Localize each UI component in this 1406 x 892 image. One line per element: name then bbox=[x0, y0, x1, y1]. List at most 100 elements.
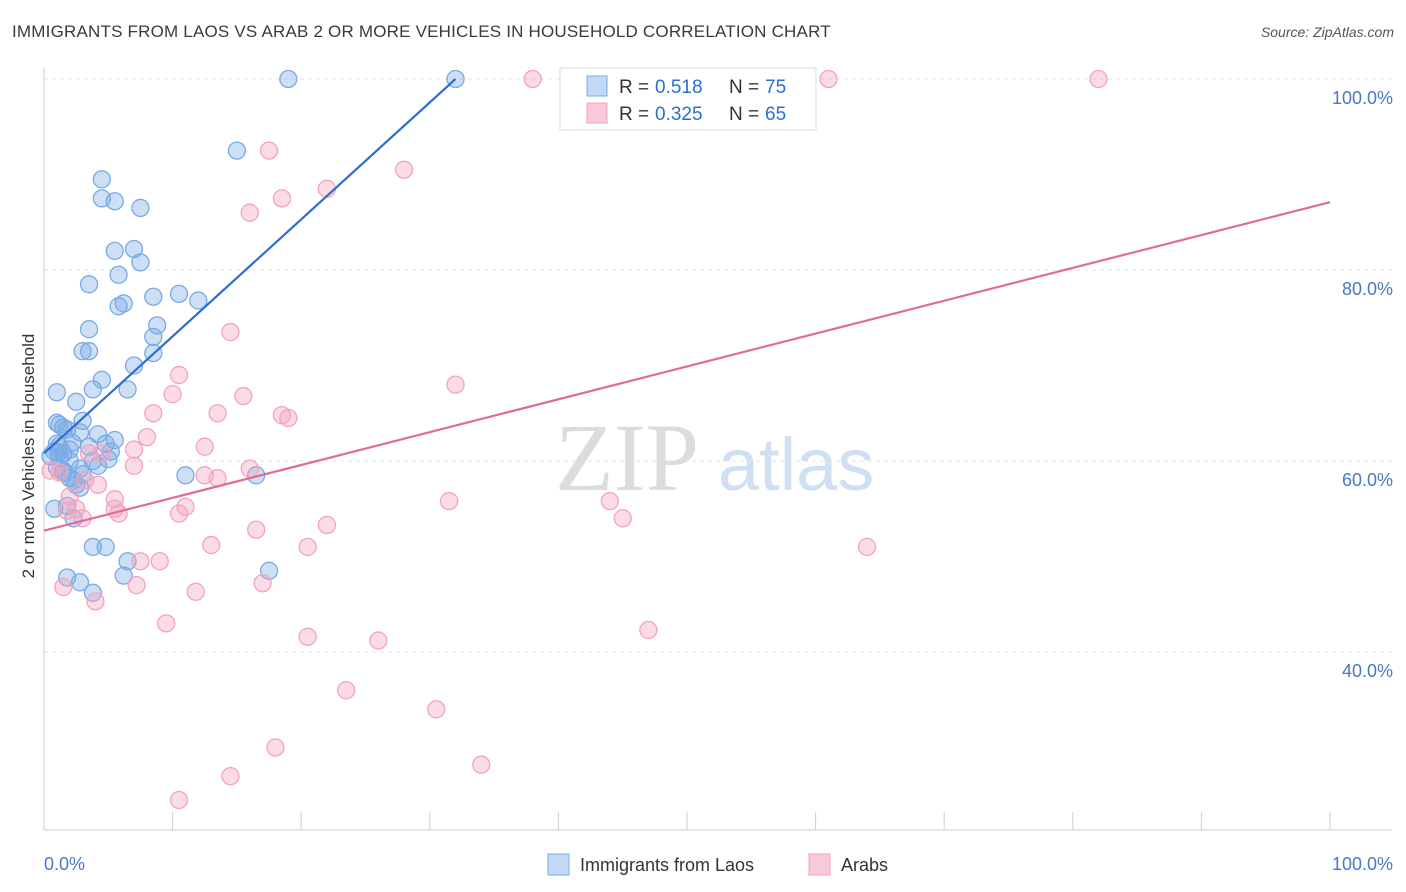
laos-point bbox=[79, 342, 99, 361]
laos-point bbox=[48, 443, 68, 462]
bottom-legend: Immigrants from Laos Arabs bbox=[547, 853, 888, 876]
laos-point bbox=[73, 342, 92, 361]
arab-point bbox=[234, 386, 253, 406]
legend-r-value-arabs: 0.325 bbox=[655, 104, 703, 125]
arab-point bbox=[221, 322, 240, 342]
tick-labels: 100.0% 80.0% 60.0% 40.0% 0.0% 100.0% bbox=[44, 88, 1393, 874]
laos-point bbox=[47, 383, 67, 402]
arab-point bbox=[1089, 69, 1108, 89]
arab-point bbox=[195, 437, 214, 456]
arab-point bbox=[150, 552, 169, 571]
arab-point bbox=[600, 491, 619, 511]
chart-title: IMMIGRANTS FROM LAOS VS ARAB 2 OR MORE V… bbox=[12, 22, 831, 41]
laos-point bbox=[109, 265, 128, 284]
arab-point bbox=[54, 577, 73, 597]
laos-point bbox=[101, 442, 121, 461]
laos-point bbox=[118, 380, 137, 399]
arab-point bbox=[337, 681, 356, 700]
grid-lines bbox=[44, 78, 1392, 653]
arab-point bbox=[298, 537, 317, 557]
legend-n-label-laos: N = bbox=[729, 77, 759, 98]
arab-point bbox=[472, 755, 491, 774]
laos-point bbox=[279, 69, 298, 89]
trend-line-arabs bbox=[43, 201, 1331, 532]
trend-line-laos bbox=[43, 78, 457, 455]
arab-point bbox=[186, 582, 205, 601]
legend-r-value-laos: 0.518 bbox=[655, 77, 703, 98]
arab-point bbox=[446, 375, 465, 394]
y-tick-label: 100.0% bbox=[1332, 88, 1393, 108]
laos-point bbox=[67, 392, 86, 411]
arab-point bbox=[639, 620, 658, 640]
arab-point bbox=[272, 189, 292, 208]
arab-point bbox=[163, 384, 182, 404]
arab-point bbox=[92, 444, 112, 463]
arab-point bbox=[221, 767, 240, 786]
arab-point bbox=[247, 520, 266, 539]
legend-swatch-arabs bbox=[586, 102, 608, 124]
arab-point bbox=[279, 408, 298, 428]
laos-point bbox=[118, 552, 137, 571]
arab-point bbox=[857, 537, 877, 557]
legend-n-label-arabs: N = bbox=[729, 104, 759, 125]
arab-point bbox=[41, 461, 60, 480]
x-tick-label: 100.0% bbox=[1332, 854, 1393, 874]
laos-point bbox=[63, 433, 82, 453]
bottom-legend-swatch-arabs bbox=[808, 853, 831, 876]
arab-point bbox=[137, 427, 157, 447]
series-laos-points bbox=[41, 69, 465, 602]
arab-point bbox=[169, 365, 189, 385]
laos-point bbox=[105, 430, 124, 450]
legend-r-label-laos: R = bbox=[619, 77, 649, 98]
laos-point bbox=[114, 294, 133, 313]
arab-point bbox=[439, 491, 459, 511]
arab-point bbox=[157, 614, 176, 633]
legend-swatch-laos bbox=[586, 75, 608, 97]
bottom-legend-label-laos: Immigrants from Laos bbox=[580, 855, 754, 875]
arab-point bbox=[523, 69, 542, 89]
laos-point bbox=[131, 198, 150, 218]
arab-point bbox=[169, 504, 189, 523]
arab-point bbox=[79, 444, 99, 463]
laos-point bbox=[144, 327, 163, 347]
laos-point bbox=[169, 284, 189, 304]
watermark-zip: ZIP bbox=[555, 404, 699, 511]
laos-point bbox=[83, 537, 103, 557]
arab-point bbox=[613, 509, 632, 528]
laos-point bbox=[144, 287, 163, 306]
laos-point bbox=[88, 425, 108, 444]
arab-point bbox=[240, 203, 259, 222]
arab-point bbox=[131, 552, 150, 571]
arab-point bbox=[369, 631, 388, 650]
arab-point bbox=[266, 738, 285, 757]
laos-point bbox=[148, 316, 167, 335]
laos-point bbox=[189, 291, 208, 310]
laos-point bbox=[105, 241, 124, 261]
laos-point bbox=[96, 537, 115, 557]
arab-point bbox=[57, 501, 77, 520]
laos-point bbox=[131, 253, 150, 272]
laos-point bbox=[105, 192, 124, 211]
arab-point bbox=[253, 574, 272, 593]
bottom-legend-label-arabs: Arabs bbox=[841, 855, 888, 875]
laos-point bbox=[70, 573, 90, 592]
laos-point bbox=[124, 356, 144, 375]
arab-point bbox=[427, 700, 446, 719]
arab-point bbox=[124, 456, 144, 475]
arab-point bbox=[105, 490, 124, 509]
y-tick-label: 80.0% bbox=[1342, 279, 1393, 299]
arab-point bbox=[202, 535, 221, 555]
source-label: Source: ZipAtlas.com bbox=[1260, 24, 1394, 40]
arab-point bbox=[317, 515, 337, 535]
arab-point bbox=[240, 459, 259, 478]
laos-point bbox=[83, 380, 103, 399]
arab-point bbox=[144, 404, 163, 423]
x-tick-label: 0.0% bbox=[44, 854, 85, 874]
laos-point bbox=[114, 566, 133, 585]
arab-point bbox=[127, 576, 146, 595]
watermark-atlas: atlas bbox=[718, 423, 874, 506]
arab-point bbox=[88, 475, 108, 495]
arab-point bbox=[50, 463, 69, 482]
laos-point bbox=[73, 411, 92, 431]
legend-n-value-arabs: 65 bbox=[765, 104, 786, 125]
